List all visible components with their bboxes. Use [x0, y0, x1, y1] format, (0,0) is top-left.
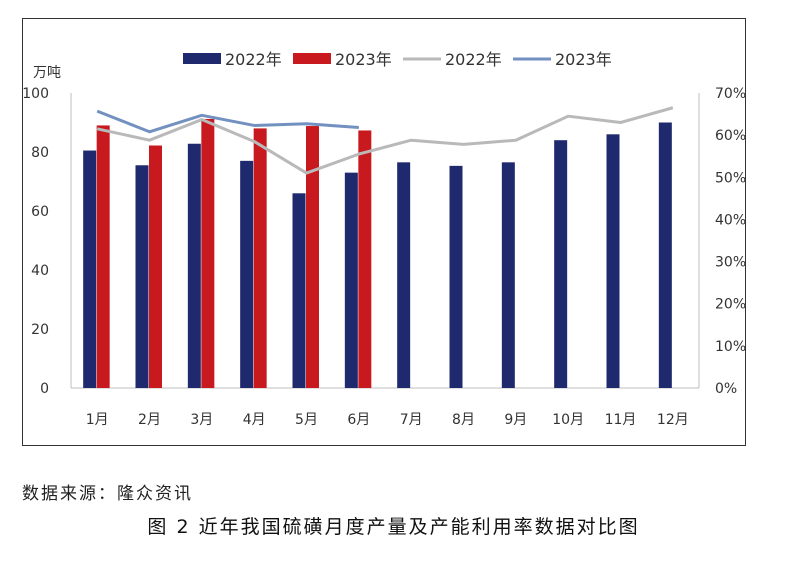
y-right-tick-label: 0%	[715, 381, 737, 397]
x-tick-label: 10月	[552, 412, 584, 428]
bar-2023年-4月	[253, 128, 267, 388]
x-tick-label: 7月	[400, 412, 423, 428]
x-tick-label: 2月	[138, 412, 161, 428]
bar-2022年-11月	[606, 134, 620, 388]
bar-2022年-1月	[83, 150, 97, 388]
y-right-tick-label: 10%	[715, 339, 746, 355]
legend-label: 2022年	[445, 50, 502, 69]
y-right-tick-label: 50%	[715, 170, 746, 186]
y-right-tick-label: 60%	[715, 128, 746, 144]
legend-label: 2023年	[335, 50, 392, 69]
bar-2022年-9月	[501, 162, 515, 388]
x-tick-label: 3月	[190, 412, 213, 428]
line-2022年-0	[96, 106, 674, 175]
bar-2023年-5月	[306, 126, 319, 388]
bar-2022年-10月	[554, 140, 568, 388]
figure-caption: 图 2 近年我国硫磺月度产量及产能利用率数据对比图	[147, 516, 640, 538]
bar-2022年-5月	[292, 193, 306, 388]
x-tick-label: 1月	[86, 412, 109, 428]
y-left-tick-label: 40	[31, 263, 49, 279]
y-right-tick-label: 40%	[715, 212, 746, 228]
y-left-tick-label: 100	[23, 86, 49, 102]
bar-2022年-2月	[135, 165, 149, 388]
bar-2022年-7月	[397, 162, 411, 388]
bar-2023年-1月	[96, 125, 110, 388]
y-unit-label: 万吨	[33, 65, 61, 81]
chart-frame: 万吨 0 20 40 60 80 100 0% 10% 20% 30% 40% 50% 60% 70% 1月 2…	[22, 18, 746, 446]
y-left-tick-label: 0	[40, 381, 49, 397]
x-tick-label: 8月	[452, 412, 475, 428]
bar-2023年-2月	[149, 145, 162, 388]
bar-2023年-3月	[201, 118, 215, 389]
bar-2022年-6月	[344, 172, 358, 388]
y-left-tick-label: 80	[31, 145, 49, 161]
bar-2022年-12月	[658, 122, 672, 388]
bar-2022年-8月	[449, 165, 463, 388]
bar-2023年-6月	[358, 130, 372, 388]
y-left-tick-label: 20	[31, 322, 49, 338]
legend-swatch-bar-1	[293, 53, 331, 64]
bar-line-chart: 万吨 0 20 40 60 80 100 0% 10% 20% 30% 40% 50% 60% 70% 1月 2…	[23, 50, 746, 428]
legend-label: 2023年	[555, 50, 612, 69]
source-note: 数据来源：隆众资讯	[22, 484, 193, 504]
x-tick-label: 9月	[504, 412, 527, 428]
x-tick-label: 4月	[243, 412, 266, 428]
x-tick-label: 6月	[347, 412, 370, 428]
bar-2022年-4月	[240, 160, 254, 388]
legend-label: 2022年	[225, 50, 282, 69]
y-right-tick-label: 30%	[715, 255, 746, 271]
line-2023年-1	[96, 109, 359, 134]
x-tick-label: 5月	[295, 412, 318, 428]
y-right-tick-label: 20%	[715, 297, 746, 313]
x-tick-label: 11月	[605, 412, 637, 428]
y-left-tick-label: 60	[31, 204, 49, 220]
legend-swatch-bar-0	[183, 53, 221, 64]
y-right-tick-label: 70%	[715, 86, 746, 102]
bar-2022年-3月	[187, 143, 201, 388]
x-tick-label: 12月	[657, 412, 689, 428]
